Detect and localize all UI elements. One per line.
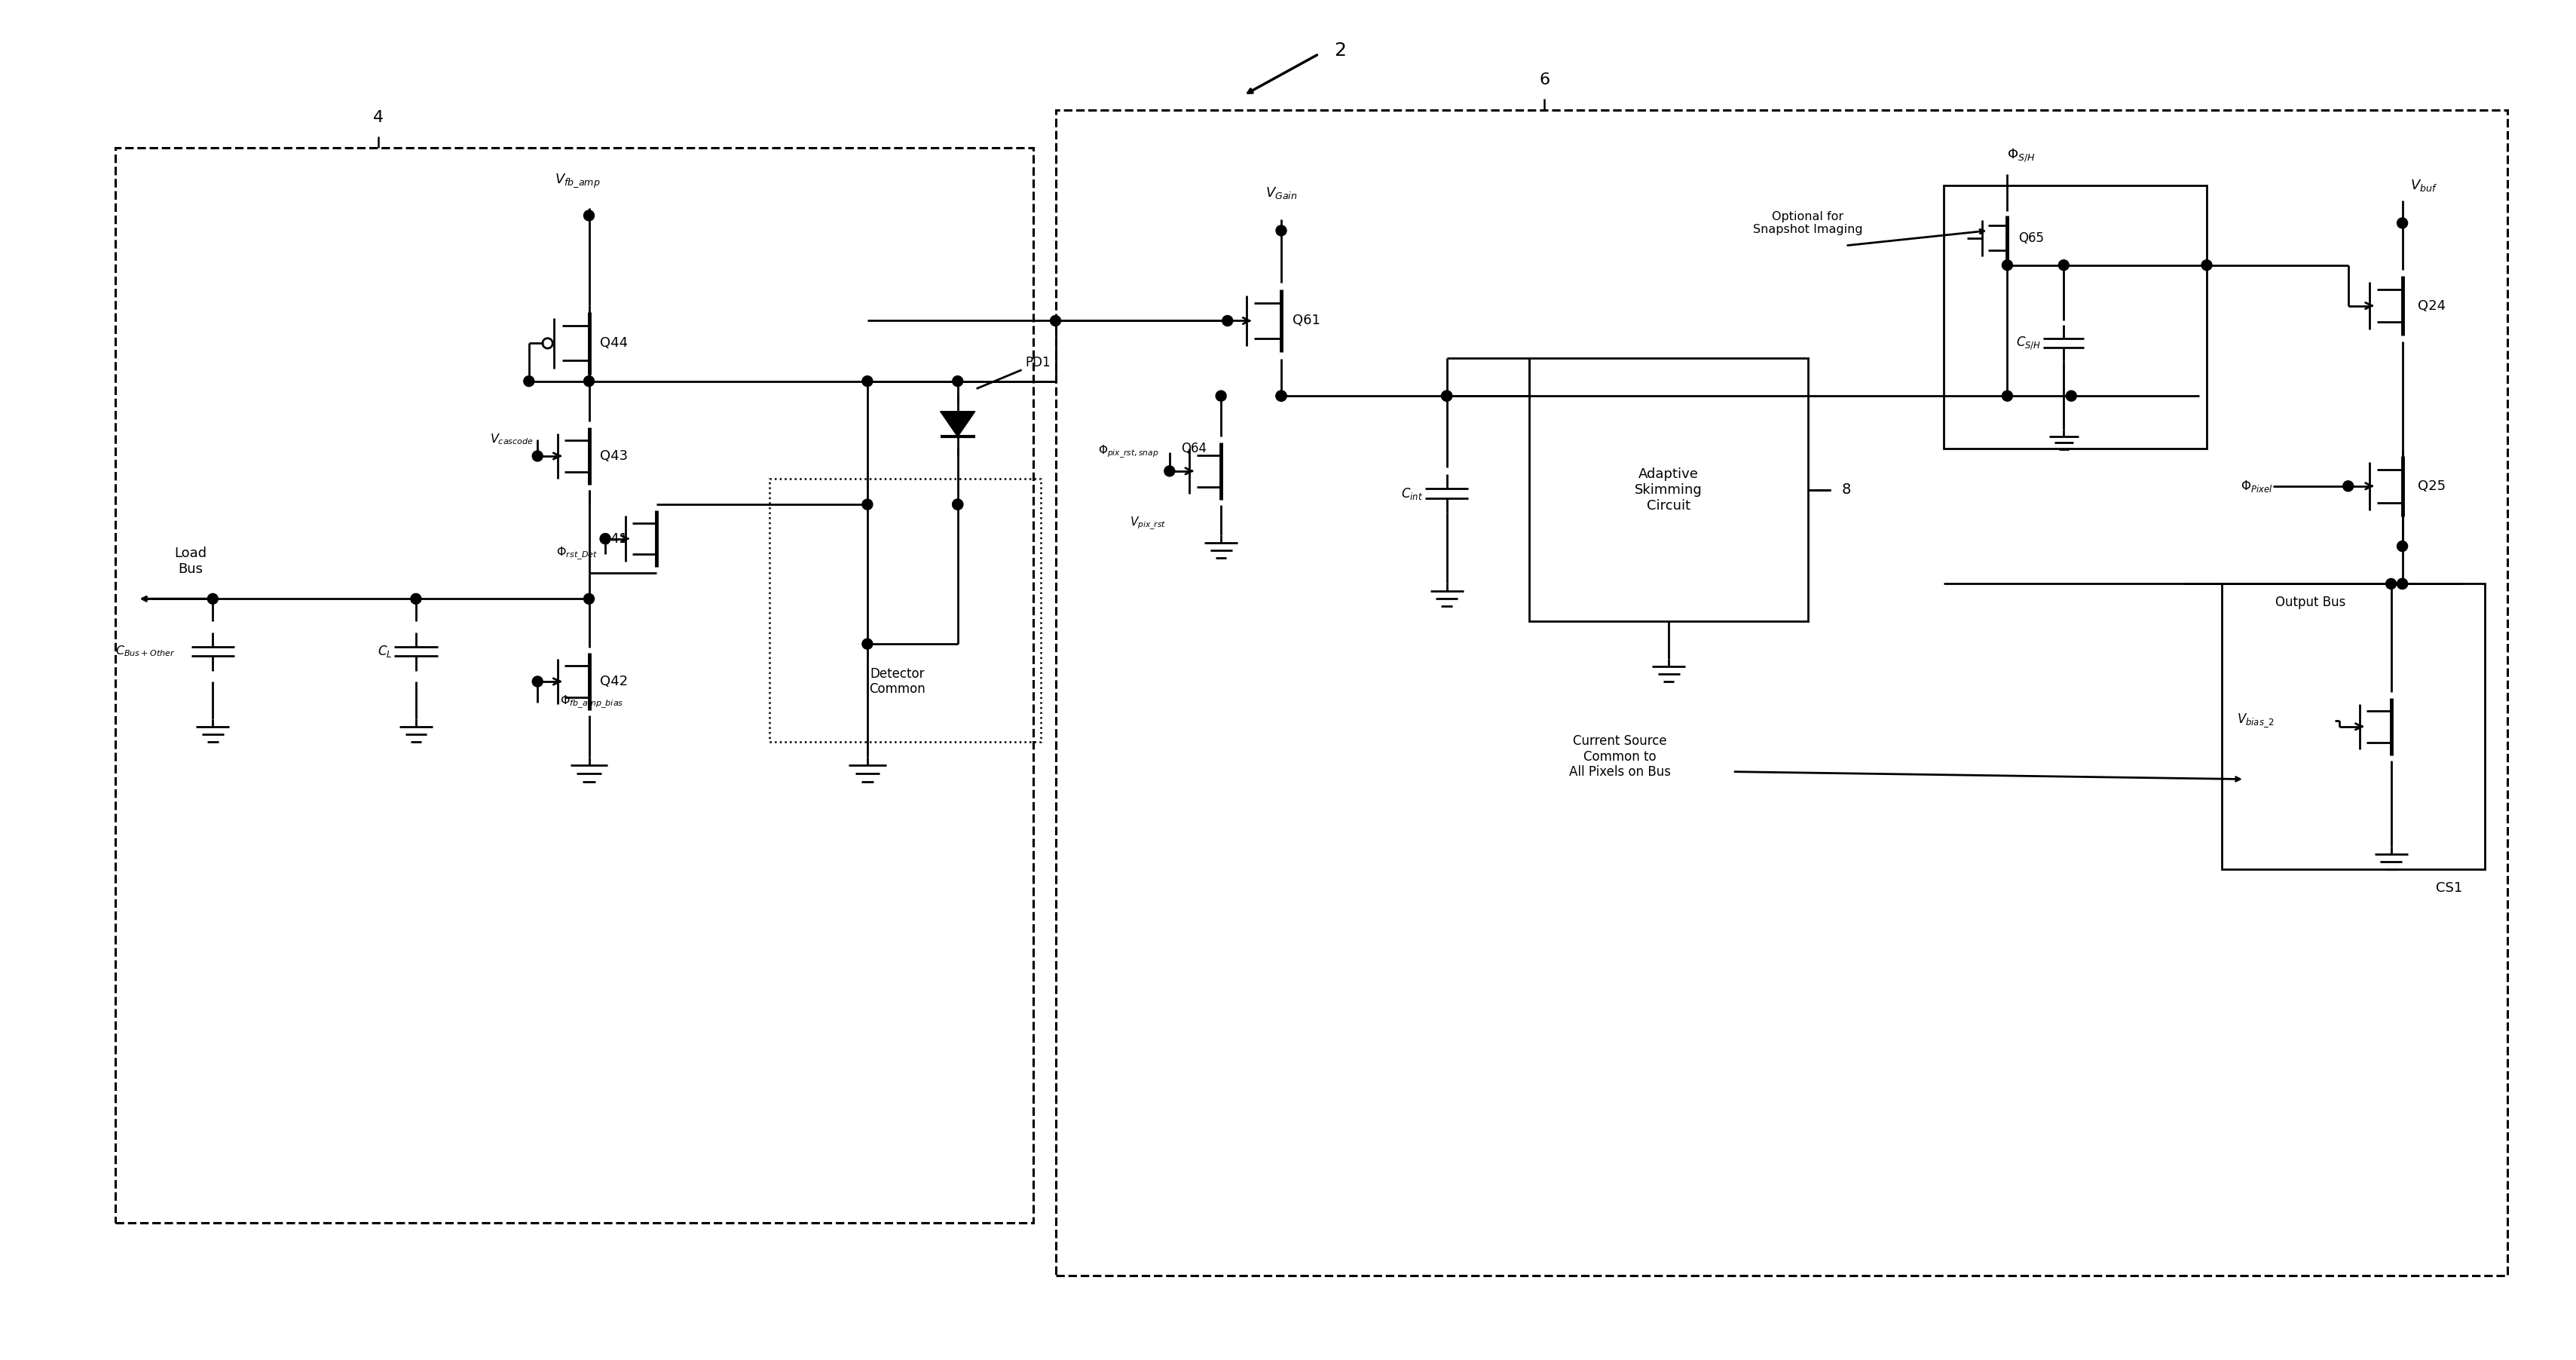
Text: $\Phi_{fb\_amp\_bias}$: $\Phi_{fb\_amp\_bias}$ [559,695,623,710]
Text: $V_{buf}$: $V_{buf}$ [2411,178,2437,193]
Circle shape [2398,541,2409,552]
Text: $C_{int}$: $C_{int}$ [1401,486,1422,500]
Circle shape [533,676,544,687]
Bar [116,148,1033,1223]
Bar [1056,110,2506,1276]
Circle shape [585,593,595,604]
Text: Detector
Common: Detector Common [868,666,925,696]
Circle shape [1221,316,1234,326]
Circle shape [523,375,533,386]
Circle shape [2202,260,2213,271]
Text: Q44: Q44 [600,336,629,350]
Text: Q24: Q24 [2416,299,2445,313]
Circle shape [2398,578,2409,589]
Circle shape [863,499,873,510]
Text: Q65: Q65 [2020,231,2045,245]
Circle shape [1051,316,1061,326]
Polygon shape [940,411,976,437]
Text: $V_{Gain}$: $V_{Gain}$ [1265,185,1298,200]
Text: Q42: Q42 [600,675,629,688]
Text: 2: 2 [1334,41,1345,60]
Text: $V_{bias\_2}$: $V_{bias\_2}$ [2236,713,2275,729]
Circle shape [863,639,873,649]
Circle shape [2398,578,2409,589]
Bar [770,479,1041,741]
Text: $\Phi_{S/H}$: $\Phi_{S/H}$ [2007,147,2035,163]
Text: Current Source
Common to
All Pixels on Bus: Current Source Common to All Pixels on B… [1569,734,1672,779]
Circle shape [600,533,611,544]
Text: Q41: Q41 [600,532,629,545]
Text: Q64: Q64 [1182,442,1206,456]
Text: 6: 6 [1540,72,1551,88]
Text: $C_{S/H}$: $C_{S/H}$ [2017,335,2040,351]
Circle shape [1443,390,1453,401]
Circle shape [209,593,219,604]
Text: $C_L$: $C_L$ [376,643,392,660]
Circle shape [2002,260,2012,271]
Text: 8: 8 [1842,483,1852,496]
Text: $V_{fb\_amp}$: $V_{fb\_amp}$ [554,173,600,189]
Circle shape [585,375,595,386]
Circle shape [1275,226,1285,235]
Circle shape [1443,390,1453,401]
Text: $\Phi_{Pixel}$: $\Phi_{Pixel}$ [2241,479,2272,494]
Circle shape [953,375,963,386]
Circle shape [2002,390,2012,401]
Circle shape [533,450,544,461]
Text: $\Phi_{pix\_rst,snap}$: $\Phi_{pix\_rst,snap}$ [1097,445,1159,460]
Text: PD1: PD1 [1025,355,1051,369]
Bar [1942,185,2208,449]
Text: 4: 4 [374,110,384,125]
Text: Q61: Q61 [1293,314,1321,328]
Text: Load
Bus: Load Bus [175,547,206,575]
Circle shape [863,375,873,386]
Circle shape [2066,390,2076,401]
Circle shape [1275,390,1285,401]
Circle shape [2344,481,2354,491]
Text: Output Bus: Output Bus [2275,596,2347,609]
Bar [1530,358,1808,622]
Circle shape [1275,390,1285,401]
Circle shape [1164,466,1175,476]
Text: CS1: CS1 [2437,881,2463,895]
Circle shape [2058,260,2069,271]
Text: $V_{cascode}$: $V_{cascode}$ [489,432,533,446]
Text: Q25: Q25 [2416,479,2445,492]
Text: $\Phi_{rst\_Det}$: $\Phi_{rst\_Det}$ [556,545,598,562]
Circle shape [2398,218,2409,228]
Circle shape [953,499,963,510]
Text: $V_{pix\_rst}$: $V_{pix\_rst}$ [1128,515,1167,532]
Circle shape [953,499,963,510]
Bar [2221,583,2486,869]
Circle shape [410,593,422,604]
Circle shape [1216,390,1226,401]
Circle shape [2385,578,2396,589]
Text: Q43: Q43 [600,449,629,462]
Text: Optional for
Snapshot Imaging: Optional for Snapshot Imaging [1754,211,1862,235]
Circle shape [585,211,595,220]
Text: Adaptive
Skimming
Circuit: Adaptive Skimming Circuit [1636,468,1703,513]
Text: $C_{Bus+Other}$: $C_{Bus+Other}$ [116,645,175,658]
